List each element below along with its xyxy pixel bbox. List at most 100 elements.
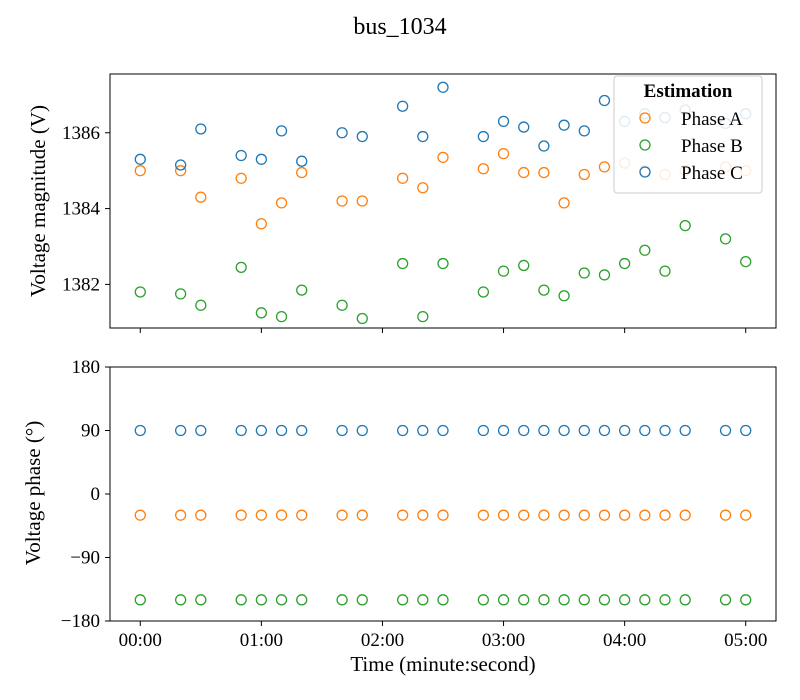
bottom-point-phase-b bbox=[558, 594, 570, 606]
bottom-point-phase-a bbox=[538, 509, 550, 521]
bottom-point-phase-c bbox=[417, 424, 429, 437]
x-tick-label: 03:00 bbox=[482, 630, 525, 651]
bottom-point-phase-c bbox=[296, 424, 308, 437]
bottom-point-phase-a bbox=[296, 509, 308, 521]
bottom-y-tick-label: −90 bbox=[70, 548, 100, 569]
top-point-phase-b bbox=[195, 299, 207, 311]
top-point-phase-b bbox=[255, 307, 268, 319]
bottom-x-ticks: 00:00 01:00 02:00 03:00 04:00 05:00 bbox=[119, 621, 767, 651]
bottom-point-phase-b bbox=[174, 594, 187, 606]
bottom-point-phase-b bbox=[740, 594, 752, 606]
bottom-point-phase-c bbox=[639, 424, 651, 437]
top-panel: Voltage magnitude (V) 1382 1384 1386 bbox=[26, 73, 777, 333]
bottom-point-phase-a bbox=[558, 509, 570, 521]
bottom-point-phase-a bbox=[518, 509, 530, 521]
top-point-phase-b bbox=[235, 261, 247, 273]
bottom-point-phase-c bbox=[679, 424, 691, 437]
top-x-ticks bbox=[139, 328, 747, 333]
x-tick-label: 01:00 bbox=[240, 630, 283, 651]
bottom-y-tick-label: −180 bbox=[61, 611, 100, 632]
bottom-point-phase-b bbox=[618, 594, 631, 606]
bottom-point-phase-c bbox=[477, 424, 490, 437]
top-point-phase-c bbox=[174, 159, 187, 171]
bottom-point-phase-b bbox=[134, 594, 146, 606]
bottom-plot-frame bbox=[109, 366, 777, 622]
bottom-point-phase-a bbox=[639, 509, 651, 521]
bottom-y-axis-label: Voltage phase (°) bbox=[21, 421, 45, 565]
x-tick-label: 05:00 bbox=[724, 630, 767, 651]
x-tick-label: 04:00 bbox=[603, 630, 646, 651]
legend-title: Estimation bbox=[644, 81, 733, 102]
bottom-point-phase-b bbox=[336, 594, 348, 606]
bottom-point-phase-c bbox=[275, 424, 288, 437]
bottom-point-phase-a bbox=[740, 509, 752, 521]
bottom-point-phase-b bbox=[538, 594, 550, 606]
top-point-phase-c bbox=[518, 121, 530, 133]
top-point-phase-b bbox=[659, 265, 671, 277]
bottom-point-phase-a bbox=[679, 509, 691, 521]
bottom-point-phase-c bbox=[497, 424, 510, 437]
top-point-phase-b bbox=[679, 219, 691, 232]
top-point-phase-c bbox=[356, 130, 368, 143]
bottom-point-phase-b bbox=[598, 594, 611, 606]
top-point-phase-c bbox=[195, 123, 207, 135]
bottom-point-phase-a bbox=[578, 509, 590, 521]
bottom-point-phase-b bbox=[296, 594, 308, 606]
top-point-phase-a bbox=[134, 165, 146, 177]
top-point-phase-c bbox=[598, 94, 611, 107]
top-point-phase-a bbox=[578, 168, 590, 181]
bottom-point-phase-c bbox=[235, 424, 247, 437]
top-point-phase-a bbox=[255, 218, 268, 230]
top-point-phase-c bbox=[336, 127, 348, 139]
bottom-point-phase-a bbox=[195, 509, 207, 521]
bottom-point-phase-b bbox=[659, 594, 671, 606]
top-point-phase-b bbox=[538, 284, 550, 296]
bottom-point-phase-b bbox=[719, 594, 732, 606]
legend-label-phase-b: Phase B bbox=[681, 136, 743, 157]
top-point-phase-c bbox=[417, 130, 429, 143]
top-point-phase-a bbox=[275, 197, 288, 209]
top-point-phase-a bbox=[336, 195, 348, 207]
top-point-phase-c bbox=[477, 130, 490, 143]
top-point-phase-b bbox=[417, 310, 429, 323]
top-y-tick-label: 1382 bbox=[62, 274, 100, 295]
bottom-point-phase-c bbox=[659, 424, 671, 437]
top-point-phase-c bbox=[558, 119, 570, 131]
top-point-phase-b bbox=[558, 290, 570, 302]
top-point-phase-b bbox=[356, 312, 368, 325]
top-y-axis-label: Voltage magnitude (V) bbox=[26, 105, 50, 297]
bottom-point-phase-a bbox=[719, 509, 732, 521]
bottom-point-phase-b bbox=[417, 594, 429, 606]
top-point-phase-c bbox=[296, 155, 308, 167]
top-point-phase-a bbox=[538, 166, 550, 179]
bottom-point-phase-a bbox=[255, 509, 268, 521]
bottom-point-phase-c bbox=[195, 424, 207, 437]
bottom-point-phase-b bbox=[578, 594, 590, 606]
top-point-phase-b bbox=[719, 233, 732, 245]
top-point-phase-b bbox=[336, 299, 348, 311]
legend-box bbox=[613, 75, 763, 194]
top-plot-frame bbox=[109, 73, 777, 329]
top-point-phase-c bbox=[396, 100, 409, 112]
top-point-phase-a bbox=[598, 161, 611, 173]
chart-title: bus_1034 bbox=[353, 14, 446, 40]
top-point-phase-a bbox=[477, 163, 490, 175]
bottom-point-phase-a bbox=[235, 509, 247, 521]
top-point-phase-a bbox=[518, 166, 530, 179]
bottom-point-phase-c bbox=[396, 424, 409, 437]
top-point-phase-a bbox=[437, 151, 449, 164]
top-point-phase-a bbox=[497, 147, 510, 160]
bottom-y-tick-label: 180 bbox=[72, 357, 101, 378]
bottom-point-phase-c bbox=[336, 424, 348, 437]
top-point-phase-b bbox=[518, 259, 530, 272]
top-point-phase-a bbox=[396, 172, 409, 184]
top-point-phase-b bbox=[174, 288, 187, 300]
x-tick-label: 02:00 bbox=[361, 630, 404, 651]
top-point-phase-c bbox=[235, 149, 247, 162]
bottom-point-phase-c bbox=[740, 424, 752, 437]
bottom-point-phase-c bbox=[558, 424, 570, 437]
bottom-point-phase-b bbox=[356, 594, 368, 606]
bottom-panel: Voltage phase (°) −180 −90 0 90 180 00:00 01:… bbox=[21, 357, 777, 676]
bottom-point-phase-b bbox=[235, 594, 247, 606]
legend-label-phase-c: Phase C bbox=[681, 163, 743, 184]
